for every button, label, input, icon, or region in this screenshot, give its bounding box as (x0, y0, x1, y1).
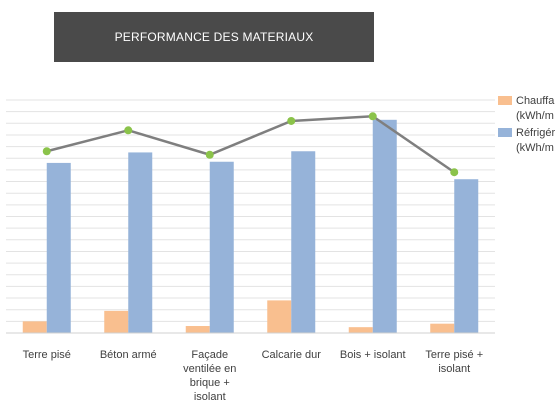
line-series (42, 112, 459, 177)
x-tick-line: Bois + isolant (340, 349, 406, 361)
bar-chauffage-0 (22, 321, 47, 333)
line-point-1 (124, 126, 133, 135)
legend-line: Réfrigér (516, 127, 555, 139)
legend: Chauffa (kWh/m Réfrigér (kWh/m (498, 95, 555, 154)
bar-chauffage-4 (348, 327, 373, 333)
line-point-4 (368, 112, 377, 121)
legend-line: (kWh/m (516, 142, 554, 154)
x-tick-label-4: Bois + isolant (340, 349, 406, 361)
legend-entry-1: Réfrigér (kWh/m (516, 127, 555, 154)
x-tick-label-2: Façade ventilée en brique + isolant (183, 349, 236, 403)
x-tick-line: Terre pisé (23, 349, 71, 361)
bar-refrigeration-3 (291, 151, 316, 333)
bar-refrigeration-5 (454, 179, 479, 333)
x-axis: Terre pisé Béton armé Façade ventilée en bri… (6, 332, 495, 403)
x-tick-line: Calcarie dur (262, 349, 322, 361)
legend-line: (kWh/m (516, 110, 554, 122)
x-tick-line: Terre pisé + (425, 349, 483, 361)
x-tick-line: Façade (191, 349, 228, 361)
bar-refrigeration-4 (372, 119, 397, 334)
x-tick-line: Béton armé (100, 349, 157, 361)
series-line (46, 115, 455, 174)
x-tick-label-5: Terre pisé + isolant (425, 349, 483, 375)
x-tick-line: brique + (190, 377, 230, 389)
legend-swatch-0 (498, 96, 512, 105)
bar-refrigeration-0 (46, 162, 71, 333)
line-point-5 (450, 168, 459, 177)
line-point-3 (287, 116, 296, 125)
bar-chauffage-1 (104, 310, 129, 333)
chart-title: PERFORMANCE DES MATERIAUX (54, 12, 374, 62)
bar-chauffage-5 (430, 323, 455, 333)
legend-entry-0: Chauffa (kWh/m (516, 95, 555, 122)
bar-chauffage-2 (185, 326, 210, 333)
x-tick-label-0: Terre pisé (23, 349, 71, 361)
bar-refrigeration-1 (128, 152, 153, 333)
bar-refrigeration-2 (209, 161, 234, 333)
x-tick-line: isolant (438, 363, 470, 375)
x-tick-label-1: Béton armé (100, 349, 157, 361)
bar-series (22, 119, 479, 334)
x-tick-line: ventilée en (183, 363, 236, 375)
bar-chauffage-3 (267, 300, 292, 333)
x-tick-line: isolant (194, 391, 226, 403)
legend-line: Chauffa (516, 95, 555, 107)
gridlines (6, 99, 495, 334)
legend-swatch-1 (498, 128, 512, 137)
line-point-2 (205, 150, 214, 159)
line-point-0 (42, 147, 51, 156)
x-tick-label-3: Calcarie dur (262, 349, 322, 361)
